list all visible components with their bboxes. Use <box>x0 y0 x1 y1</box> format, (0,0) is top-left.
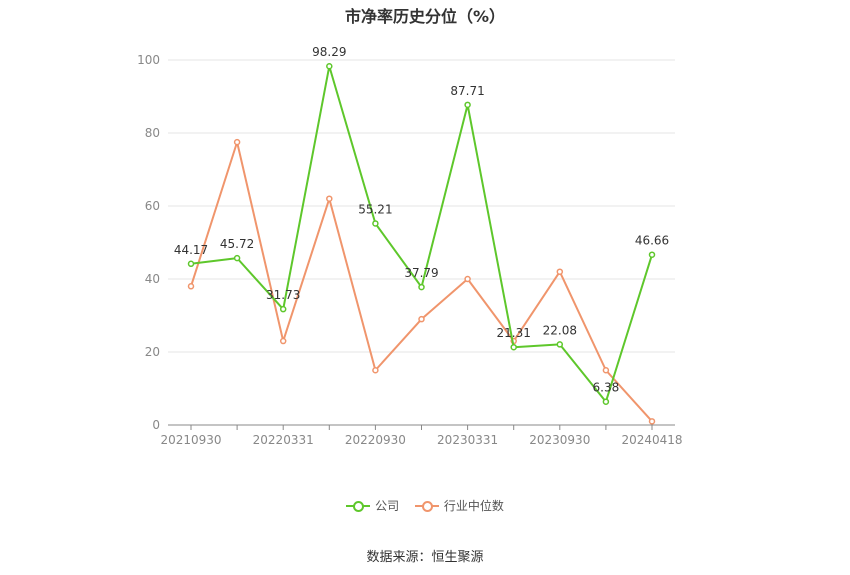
x-tick-label: 20230930 <box>529 433 590 447</box>
y-tick-label: 0 <box>152 418 160 432</box>
data-label: 37.79 <box>404 266 438 280</box>
series-point-0 <box>602 398 610 405</box>
legend-item-industry-median[interactable]: 行业中位数 <box>414 497 504 514</box>
axes: 0 20 40 60 80 100 20210930 20220331 20220930 2023… <box>137 53 682 447</box>
data-label: 87.71 <box>450 84 484 98</box>
y-tick-label: 60 <box>145 199 160 213</box>
series-point-0 <box>510 343 517 351</box>
series-point-0 <box>279 305 287 313</box>
series-line-1 <box>190 141 653 423</box>
data-label: 22.08 <box>543 323 577 337</box>
data-label: 55.21 <box>358 202 392 216</box>
x-tick-label: 20220930 <box>345 433 406 447</box>
y-tick-label: 40 <box>145 272 160 286</box>
y-tick-label: 80 <box>145 126 160 140</box>
legend-label-company: 公司 <box>375 499 400 513</box>
series-point-1 <box>418 315 425 323</box>
data-label: 6.38 <box>593 381 620 395</box>
data-label: 98.29 <box>312 45 346 59</box>
x-tick-label: 20240418 <box>621 433 682 447</box>
data-label: 45.72 <box>220 237 254 251</box>
series-point-1 <box>464 275 471 283</box>
y-tick-label: 20 <box>145 345 160 359</box>
series-group <box>187 62 656 425</box>
series-point-1 <box>556 268 564 275</box>
series-line-0 <box>190 65 653 403</box>
data-source: 数据来源：恒生聚源 <box>366 550 484 565</box>
x-tick-label: 20220331 <box>253 433 314 447</box>
chart-title: 市净率历史分位（%） <box>344 7 506 26</box>
series-point-0 <box>372 220 379 227</box>
x-tick-label: 20210930 <box>160 433 221 447</box>
series-point-1 <box>279 337 287 345</box>
y-tick-label: 100 <box>137 53 160 67</box>
series-point-0 <box>187 260 195 268</box>
series-point-1 <box>372 367 379 374</box>
series-point-0 <box>418 283 425 291</box>
series-point-1 <box>648 418 656 425</box>
legend-item-company[interactable]: 公司 <box>346 497 399 514</box>
data-labels: 44.17 45.72 31.73 98.29 55.21 37.79 87.71 21.31… <box>174 45 669 394</box>
legend: 公司 行业中位数 <box>0 497 850 516</box>
legend-swatch-company <box>346 499 371 513</box>
series-point-0 <box>464 101 471 109</box>
series-point-1 <box>187 283 195 290</box>
series-point-1 <box>233 138 241 146</box>
legend-label-industry-median: 行业中位数 <box>443 499 504 513</box>
data-label: 46.66 <box>635 234 669 248</box>
legend-swatch-industry-median <box>414 499 439 513</box>
x-tick-label: 20230331 <box>437 433 498 447</box>
series-point-0 <box>556 341 564 348</box>
grid-lines <box>168 59 675 353</box>
data-label: 21.31 <box>497 326 531 340</box>
series-point-0 <box>326 62 333 70</box>
series-point-0 <box>648 251 656 258</box>
series-point-0 <box>233 254 241 262</box>
data-label: 31.73 <box>266 288 300 302</box>
series-point-1 <box>326 195 333 202</box>
series-point-1 <box>602 367 610 374</box>
data-label: 44.17 <box>174 243 208 257</box>
